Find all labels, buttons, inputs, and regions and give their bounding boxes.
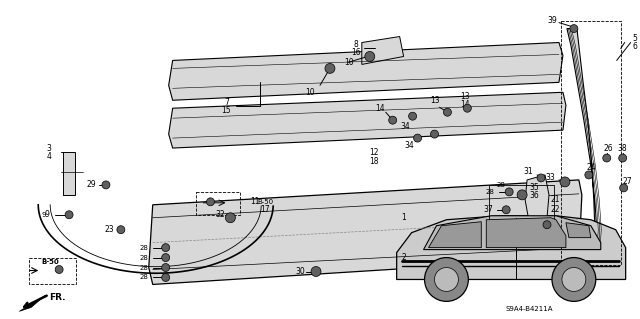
Circle shape (117, 226, 125, 234)
Polygon shape (63, 152, 75, 195)
Text: 25: 25 (540, 223, 549, 232)
Text: 10: 10 (305, 88, 315, 97)
Circle shape (424, 257, 468, 301)
Polygon shape (429, 222, 481, 248)
Text: 29: 29 (86, 180, 96, 189)
Text: 24: 24 (587, 163, 596, 173)
Text: 16: 16 (351, 48, 361, 57)
Text: 15: 15 (221, 106, 231, 115)
Text: 4: 4 (47, 152, 52, 160)
Text: 5: 5 (632, 34, 637, 43)
Text: 14: 14 (461, 100, 470, 109)
Polygon shape (424, 216, 601, 249)
Text: 33: 33 (545, 174, 555, 182)
Text: 6: 6 (632, 42, 637, 51)
Text: 23: 23 (104, 225, 114, 234)
Text: 9: 9 (45, 210, 50, 219)
Polygon shape (362, 37, 404, 64)
Circle shape (365, 51, 375, 62)
Polygon shape (148, 180, 582, 285)
Text: 28: 28 (140, 274, 148, 280)
Text: 2: 2 (401, 253, 406, 262)
Polygon shape (525, 175, 549, 222)
Text: 27: 27 (623, 177, 632, 186)
Text: 28: 28 (140, 264, 148, 271)
Text: 7: 7 (224, 98, 229, 107)
Text: B-50: B-50 (41, 259, 59, 264)
Text: 31: 31 (524, 167, 533, 176)
Circle shape (162, 273, 170, 281)
Text: 34: 34 (404, 141, 415, 150)
Text: 17: 17 (260, 205, 270, 214)
Circle shape (517, 190, 527, 200)
Text: 28: 28 (140, 245, 148, 251)
Text: 3: 3 (47, 144, 52, 152)
Circle shape (585, 171, 593, 179)
Text: FR.: FR. (49, 293, 66, 302)
Text: 35: 35 (529, 183, 539, 192)
Text: 13: 13 (431, 96, 440, 105)
Polygon shape (486, 218, 566, 248)
Circle shape (552, 257, 596, 301)
Text: 13: 13 (461, 92, 470, 101)
Circle shape (537, 174, 545, 182)
Circle shape (543, 221, 551, 229)
Polygon shape (169, 92, 566, 148)
Polygon shape (566, 223, 591, 238)
Text: 26: 26 (604, 144, 614, 152)
Circle shape (325, 63, 335, 73)
Text: B-50: B-50 (257, 199, 273, 205)
Text: 38: 38 (618, 144, 627, 152)
Circle shape (603, 154, 611, 162)
Text: 14: 14 (375, 104, 385, 113)
Circle shape (65, 211, 73, 219)
Circle shape (619, 154, 627, 162)
Circle shape (162, 244, 170, 252)
Text: 10: 10 (344, 58, 353, 67)
Circle shape (502, 206, 510, 214)
Circle shape (162, 254, 170, 262)
Text: 8: 8 (353, 40, 358, 49)
Text: 28: 28 (496, 182, 505, 188)
Text: S9A4-B4211A: S9A4-B4211A (506, 306, 553, 312)
Polygon shape (19, 295, 45, 311)
Circle shape (570, 25, 578, 33)
Circle shape (388, 116, 397, 124)
Circle shape (55, 265, 63, 273)
Circle shape (431, 130, 438, 138)
Circle shape (562, 268, 586, 292)
Text: 34: 34 (401, 122, 410, 131)
Circle shape (408, 112, 417, 120)
Text: 1: 1 (401, 213, 406, 222)
Circle shape (225, 213, 236, 223)
Circle shape (102, 181, 110, 189)
Text: 39: 39 (547, 16, 557, 25)
Polygon shape (169, 42, 563, 100)
Text: 11: 11 (250, 197, 260, 206)
Circle shape (413, 134, 422, 142)
Text: 36: 36 (529, 191, 539, 200)
Text: 32: 32 (216, 210, 225, 219)
Text: 9: 9 (42, 212, 46, 218)
Polygon shape (397, 216, 626, 279)
Text: 28: 28 (485, 189, 494, 195)
Circle shape (505, 188, 513, 196)
Circle shape (162, 263, 170, 271)
Circle shape (463, 104, 471, 112)
Text: 30: 30 (295, 267, 305, 276)
Text: 18: 18 (369, 158, 378, 167)
Circle shape (435, 268, 458, 292)
Circle shape (444, 108, 451, 116)
Text: 12: 12 (369, 147, 378, 157)
Text: 21: 21 (550, 195, 560, 204)
Polygon shape (567, 29, 596, 262)
Text: 28: 28 (140, 255, 148, 261)
Circle shape (560, 177, 570, 187)
Text: 22: 22 (550, 205, 560, 214)
Text: 37: 37 (483, 205, 493, 214)
Circle shape (311, 267, 321, 277)
Circle shape (620, 184, 628, 192)
Circle shape (207, 198, 214, 206)
